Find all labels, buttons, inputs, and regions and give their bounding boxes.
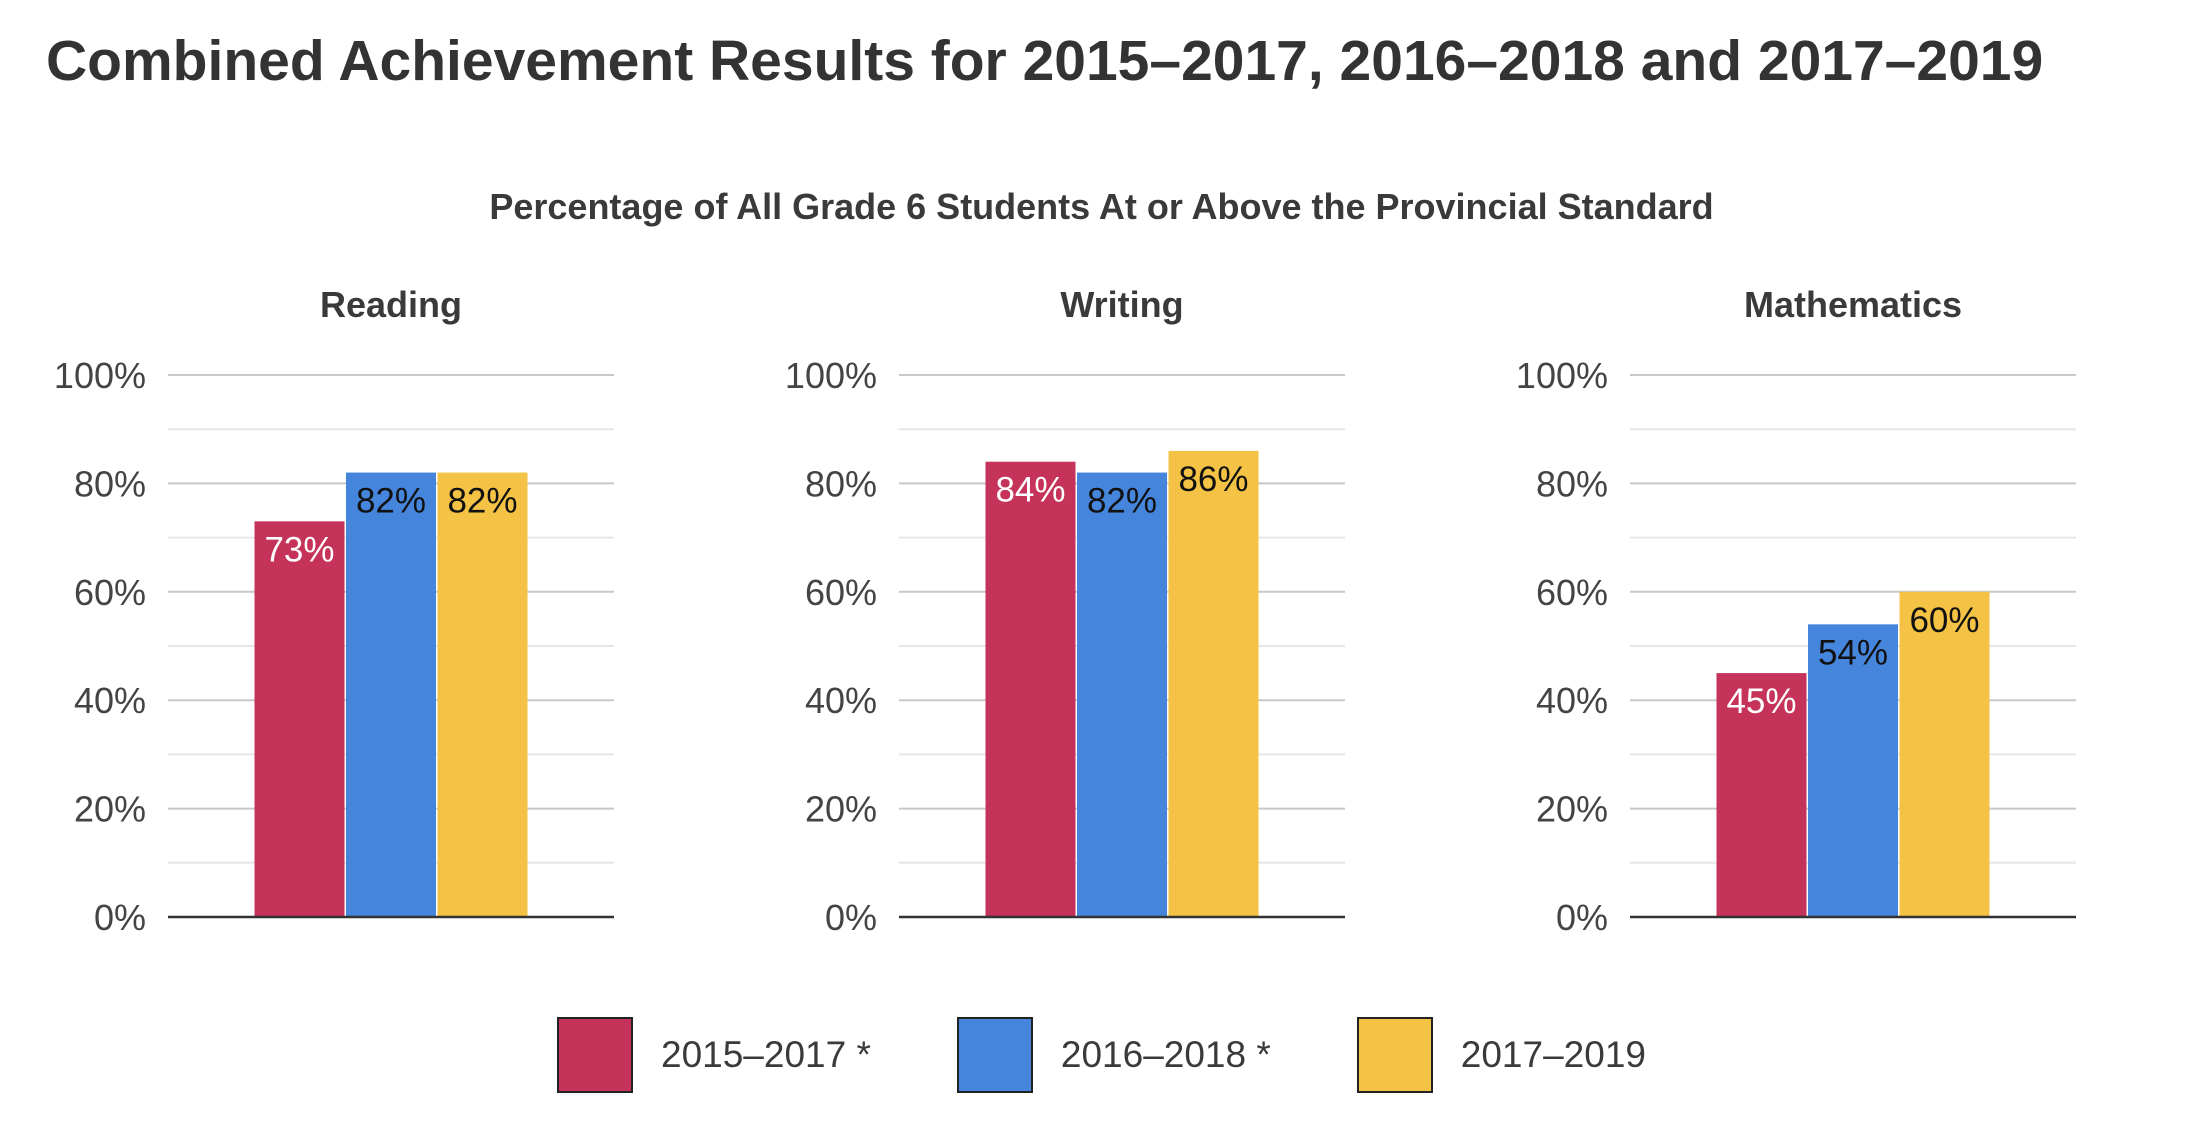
bar-mathematics-series-2 (1808, 624, 1898, 917)
y-tick-label: 0% (94, 897, 146, 938)
y-tick-label: 40% (1536, 680, 1608, 721)
legend-swatch-series-1 (557, 1017, 633, 1093)
chart-panel-2: Writing 0% 20% 40% 60% 80% 100% 84% 82% 86% (785, 284, 1345, 938)
data-label: 84% (995, 471, 1065, 510)
legend-label-series-3: 2017–2019 (1460, 1034, 1646, 1075)
y-tick-label: 60% (74, 572, 146, 613)
chart-panel-1: Reading 0% 20% 40% 60% 80% 100% 73% 82% 82% (54, 284, 614, 938)
bar-writing-series-1 (985, 461, 1076, 917)
bar-writing-series-3 (1168, 450, 1259, 917)
data-label: 82% (447, 482, 517, 521)
data-label: 73% (264, 530, 334, 569)
chart-subtitle: Percentage of All Grade 6 Students At or… (489, 186, 1714, 227)
bar-mathematics-series-1 (1716, 673, 1807, 917)
data-label: 86% (1178, 460, 1248, 499)
y-tick-label: 40% (74, 680, 146, 721)
y-tick-label: 0% (1556, 897, 1608, 938)
y-tick-label: 20% (74, 789, 146, 830)
bar-reading-series-1 (254, 521, 345, 917)
y-tick-label: 60% (1536, 572, 1608, 613)
legend-label-series-2: 2016–2018 * (1060, 1034, 1271, 1075)
y-tick-label: 80% (805, 463, 877, 504)
data-label: 54% (1818, 633, 1888, 672)
data-label: 45% (1726, 682, 1796, 721)
bar-reading-series-2 (346, 472, 436, 917)
data-label: 82% (356, 482, 426, 521)
y-tick-label: 40% (805, 680, 877, 721)
legend-item-series-1[interactable]: 2015–2017 * (557, 1017, 871, 1093)
data-label: 82% (1087, 482, 1157, 521)
y-tick-label: 100% (54, 355, 146, 396)
legend: 2015–2017 * 2016–2018 * 2017–2019 (0, 1015, 2203, 1095)
panel-title: Mathematics (1744, 284, 1962, 325)
y-tick-label: 80% (1536, 463, 1608, 504)
chart-title: Combined Achievement Results for 2015–20… (46, 29, 2044, 93)
y-tick-label: 100% (1516, 355, 1608, 396)
panel-title: Writing (1060, 284, 1183, 325)
legend-item-series-2[interactable]: 2016–2018 * (956, 1017, 1271, 1093)
bar-writing-series-2 (1077, 472, 1167, 917)
legend-swatch-series-2 (956, 1017, 1033, 1093)
legend-label-series-1: 2015–2017 * (661, 1034, 871, 1075)
y-tick-label: 0% (825, 897, 877, 938)
panel-title: Reading (320, 284, 462, 325)
y-tick-label: 80% (74, 463, 146, 504)
y-tick-label: 20% (1536, 789, 1608, 830)
y-tick-label: 100% (785, 355, 877, 396)
data-label: 60% (1909, 601, 1979, 640)
y-tick-label: 60% (805, 572, 877, 613)
legend-item-series-3[interactable]: 2017–2019 (1356, 1017, 1646, 1093)
legend-swatch-series-3 (1356, 1017, 1433, 1093)
bar-mathematics-series-3 (1899, 591, 1990, 917)
bar-reading-series-3 (437, 472, 528, 917)
y-tick-label: 20% (805, 789, 877, 830)
chart-panel-3: Mathematics 0% 20% 40% 60% 80% 100% 45% 54% 60% (1516, 284, 2076, 938)
